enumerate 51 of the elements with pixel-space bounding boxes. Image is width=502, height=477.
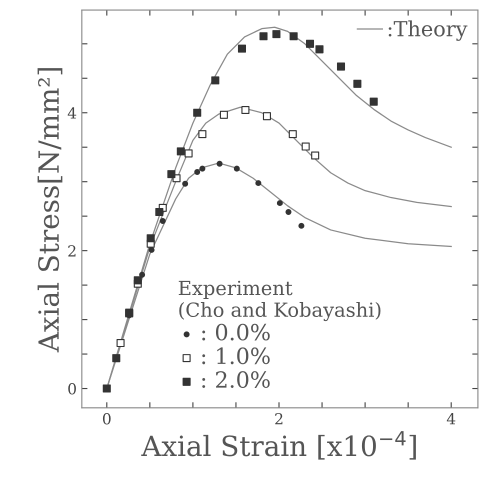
point xyxy=(160,218,166,224)
point xyxy=(193,108,202,117)
point xyxy=(146,234,155,242)
legend-title: Experiment (Cho and Kobayashi) xyxy=(178,280,380,322)
point xyxy=(290,32,298,40)
point xyxy=(259,32,268,40)
point xyxy=(285,209,292,216)
x-tick-label: 0 xyxy=(102,412,111,425)
point xyxy=(336,62,346,71)
point xyxy=(315,45,324,54)
point xyxy=(116,339,125,348)
point xyxy=(155,208,164,216)
point xyxy=(211,76,220,84)
point xyxy=(262,112,271,120)
point xyxy=(182,180,188,187)
point xyxy=(176,147,185,156)
point xyxy=(238,44,246,53)
x-tick-label: 2 xyxy=(275,412,282,424)
y-tick-label: 0 xyxy=(68,382,76,395)
point xyxy=(298,222,304,229)
point xyxy=(306,40,314,48)
point xyxy=(276,200,283,206)
point xyxy=(311,151,320,160)
point xyxy=(370,98,378,106)
x-axis-title: Axial Strain [x10$^{−4}$] xyxy=(141,431,416,460)
y-tick-label: 4 xyxy=(68,107,76,119)
point xyxy=(102,384,111,393)
point xyxy=(112,354,120,362)
point xyxy=(255,180,262,186)
point xyxy=(234,166,240,172)
point xyxy=(198,130,206,138)
point xyxy=(167,170,176,178)
point xyxy=(139,272,146,278)
point xyxy=(288,130,297,138)
y-axis-title: Axial Stress[N/mm²] xyxy=(38,68,62,352)
point xyxy=(216,160,223,167)
legend-label: : 0.0% xyxy=(202,324,270,341)
point xyxy=(302,142,310,151)
legend-label: :Theory xyxy=(388,20,468,41)
point xyxy=(353,80,362,88)
point xyxy=(184,149,193,158)
point xyxy=(241,106,250,114)
legend-label: : 2.0% xyxy=(202,371,270,388)
point xyxy=(199,166,206,172)
point xyxy=(134,276,142,284)
point xyxy=(220,110,228,119)
y-tick-label: 2 xyxy=(68,245,76,256)
point xyxy=(272,30,280,38)
x-tick-label: 4 xyxy=(446,412,456,424)
point xyxy=(194,169,200,176)
legend-label: : 1.0% xyxy=(202,347,270,364)
